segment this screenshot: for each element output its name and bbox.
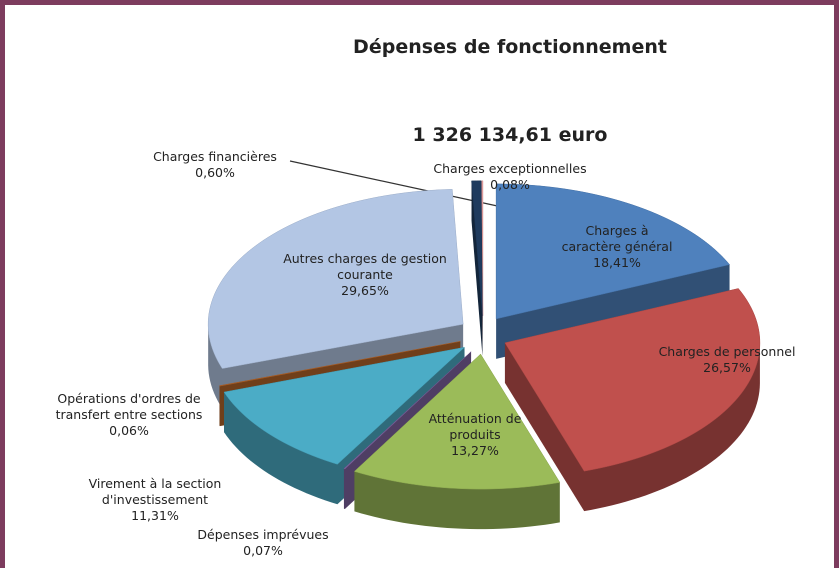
value-label: 26,57%: [703, 360, 751, 375]
slice-label: Charges financières 0,60%: [130, 149, 300, 181]
slice-label: Opérations d'ordres de transfert entre s…: [44, 391, 214, 439]
value-label: 13,27%: [451, 443, 499, 458]
slice: [471, 180, 483, 316]
value-label: 11,31%: [131, 508, 179, 523]
slice-label: Charges à caractère général 18,41%: [557, 223, 677, 271]
category-name: Virement à la section d'investissement: [88, 476, 222, 507]
category-name: Charges financières: [153, 149, 277, 164]
leader-line: [289, 160, 503, 208]
slice-label: Atténuation de produits 13,27%: [415, 411, 535, 459]
slice: [481, 180, 484, 316]
value-label: 18,41%: [593, 255, 641, 270]
category-name: Charges à caractère général: [561, 223, 673, 254]
slice-label: Charges exceptionnelles 0,08%: [420, 161, 600, 193]
slice: [495, 183, 731, 320]
slice-label: Autres charges de gestion courante 29,65%: [270, 251, 460, 299]
slice-label: Virement à la section d'investissement 11…: [80, 476, 230, 524]
category-name: Atténuation de produits: [428, 411, 522, 442]
slice: [504, 288, 761, 472]
slice-label: Dépenses imprévues 0,07%: [183, 527, 343, 559]
chart-subtitle: 1 326 134,61 euro: [412, 124, 608, 146]
slice-label: Charges de personnel 26,57%: [642, 344, 812, 376]
chart-title: Dépenses de fonctionnement: [353, 36, 667, 58]
category-name: Dépenses imprévues: [197, 527, 329, 542]
value-label: 0,07%: [243, 543, 283, 558]
value-label: 0,60%: [195, 165, 235, 180]
category-name: Autres charges de gestion courante: [283, 251, 447, 282]
chart: [207, 160, 761, 530]
slice: [219, 341, 461, 387]
category-name: Charges de personnel: [658, 344, 796, 359]
value-label: 29,65%: [341, 283, 389, 298]
category-name: Charges exceptionnelles: [433, 161, 587, 176]
slice: [207, 189, 464, 369]
value-label: 0,08%: [490, 177, 530, 192]
value-label: 0,06%: [109, 423, 149, 438]
slice: [353, 353, 561, 490]
slice: [223, 346, 466, 465]
category-name: Opérations d'ordres de transfert entre s…: [55, 391, 203, 422]
slice: [343, 351, 472, 470]
